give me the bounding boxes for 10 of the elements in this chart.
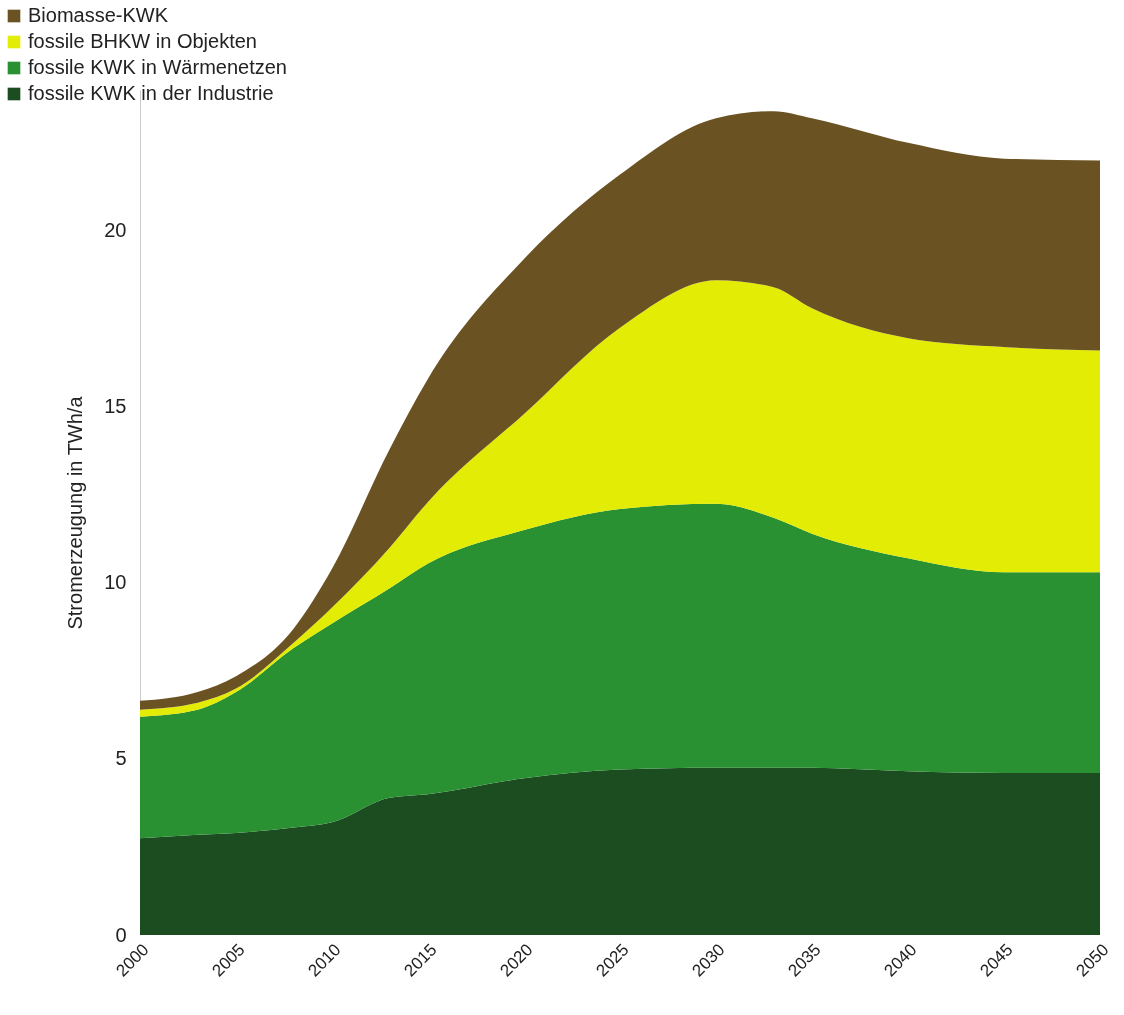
y-tick-label: 20 [104, 219, 127, 242]
legend-label: Biomasse-KWK [28, 4, 169, 26]
legend-label: fossile BHKW in Objekten [28, 30, 257, 52]
legend-label: fossile KWK in der Industrie [28, 82, 274, 104]
y-axis-title: Stromerzeugung in TWh/a [64, 395, 87, 630]
y-tick-label: 0 [115, 923, 127, 946]
y-tick-label: 5 [115, 747, 127, 770]
y-tick-label: 10 [104, 571, 127, 594]
y-tick-label: 15 [104, 395, 127, 418]
legend-label: fossile KWK in Wärmenetzen [28, 56, 287, 78]
